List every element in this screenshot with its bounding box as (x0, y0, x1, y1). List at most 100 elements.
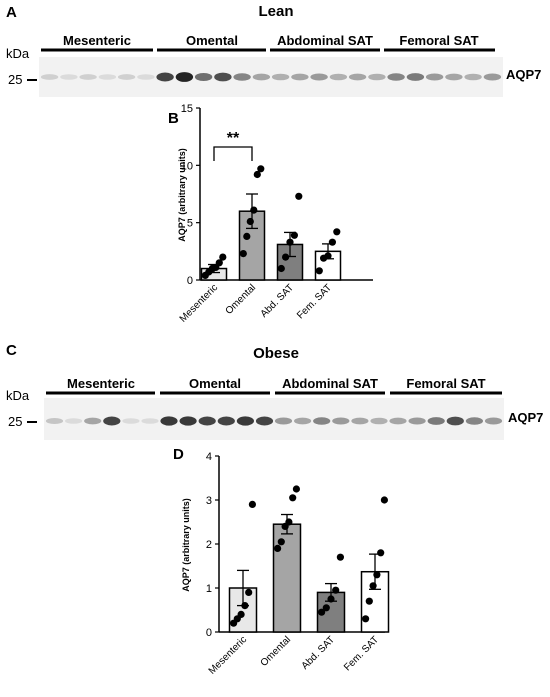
group-label-omental: Omental (186, 33, 238, 48)
data-point (286, 238, 294, 246)
blot-band (370, 417, 388, 425)
blot-band (175, 72, 194, 82)
data-point (292, 485, 300, 493)
blot-band (45, 418, 64, 424)
blot-band (103, 416, 121, 426)
blot-band (446, 416, 464, 426)
y-tick-label: 15 (181, 103, 193, 115)
marker-25-label: 25 (8, 414, 22, 429)
lean-bar-chart: AQP7 (arbitrary units) 0 5 10 15 Mesenteric O… (177, 103, 373, 325)
data-point (257, 165, 265, 173)
y-tick-label: 1 (206, 583, 212, 595)
blot-band (156, 72, 174, 82)
blot-membrane (44, 398, 504, 440)
blot-band (389, 417, 407, 425)
blot-band (137, 74, 155, 80)
x-tick-label: Fem. SAT (295, 282, 334, 321)
blot-band (40, 74, 59, 80)
blot-band (445, 73, 463, 81)
group-label-omental: Omental (189, 376, 241, 391)
blot-band (122, 418, 140, 424)
blot-band (408, 417, 426, 425)
blot-band (387, 73, 405, 81)
data-point (289, 494, 297, 502)
blot-band (255, 416, 274, 426)
x-tick-label: Mesenteric (207, 634, 249, 676)
blot-band (425, 73, 444, 81)
blot-band (465, 417, 483, 425)
data-point (250, 206, 258, 214)
significance-label: ** (227, 130, 240, 147)
lean-title: Lean (258, 3, 293, 20)
group-label-mesenteric: Mesenteric (67, 376, 135, 391)
blot-band (84, 417, 102, 425)
y-axis-label: AQP7 (arbitrary units) (181, 498, 191, 592)
group-label-mesenteric: Mesenteric (63, 33, 131, 48)
blot-band (214, 72, 232, 82)
y-tick-label: 0 (206, 627, 212, 639)
blot-band (368, 73, 386, 81)
significance-bracket (213, 146, 253, 161)
data-point (295, 192, 303, 200)
blot-band (294, 417, 312, 425)
blot-band (198, 416, 216, 426)
group-label-abdominal-sat: Abdominal SAT (282, 376, 378, 391)
blot-band (160, 416, 178, 426)
blot-band (484, 417, 503, 425)
obese-western-blot: kDa 25 AQP7 Mesenteric Omental Abdominal… (6, 376, 543, 440)
data-point (333, 228, 341, 236)
blot-membrane (39, 57, 503, 97)
blot-band (291, 73, 309, 81)
data-point (253, 170, 261, 179)
data-point (219, 253, 227, 261)
x-tick-label: Fem. SAT (342, 634, 381, 673)
blot-band (65, 418, 83, 424)
data-point (336, 553, 344, 561)
data-point (369, 582, 377, 590)
obese-bar-chart: AQP7 (arbitrary units) 0 1 2 3 4 Mesenteric Om… (181, 451, 390, 677)
obese-title: Obese (253, 345, 299, 362)
data-point (246, 217, 254, 226)
blot-band (351, 417, 369, 425)
data-point (327, 595, 335, 603)
data-point (377, 549, 385, 557)
data-point (290, 231, 298, 239)
blot-band (274, 417, 293, 425)
blot-band (483, 73, 502, 81)
kda-label: kDa (6, 46, 30, 61)
data-point (277, 538, 285, 546)
data-point (315, 267, 323, 275)
data-point (285, 518, 293, 526)
blot-band (329, 73, 348, 81)
y-tick-label: 0 (187, 275, 193, 287)
data-point (324, 252, 332, 260)
aqp7-label: AQP7 (506, 67, 541, 82)
blot-band (464, 73, 482, 81)
blot-band (98, 74, 117, 80)
data-point (239, 250, 247, 258)
blot-band (217, 416, 235, 426)
y-tick-label: 4 (206, 451, 212, 463)
x-tick-label: Mesenteric (178, 282, 220, 324)
aqp7-label: AQP7 (508, 410, 543, 425)
data-point (215, 259, 223, 267)
lean-western-blot: kDa 25 AQP7 Mesenteric Omental Abdominal… (6, 33, 541, 97)
data-point (318, 608, 326, 616)
blot-band (179, 416, 197, 426)
blot-band (233, 73, 251, 81)
group-label-femoral-sat: Femoral SAT (399, 33, 478, 48)
blot-band (194, 73, 213, 81)
data-point (365, 597, 373, 605)
data-point (332, 586, 340, 594)
data-point (245, 588, 253, 597)
blot-band (141, 418, 159, 424)
y-tick-label: 10 (181, 160, 193, 172)
kda-label: kDa (6, 388, 30, 403)
x-tick-label: Omental (259, 634, 294, 669)
group-label-femoral-sat: Femoral SAT (406, 376, 485, 391)
panel-letter-a: A (6, 4, 17, 21)
blot-band (60, 74, 78, 80)
blot-band (252, 73, 271, 81)
panel-letter-d: D (173, 446, 184, 463)
